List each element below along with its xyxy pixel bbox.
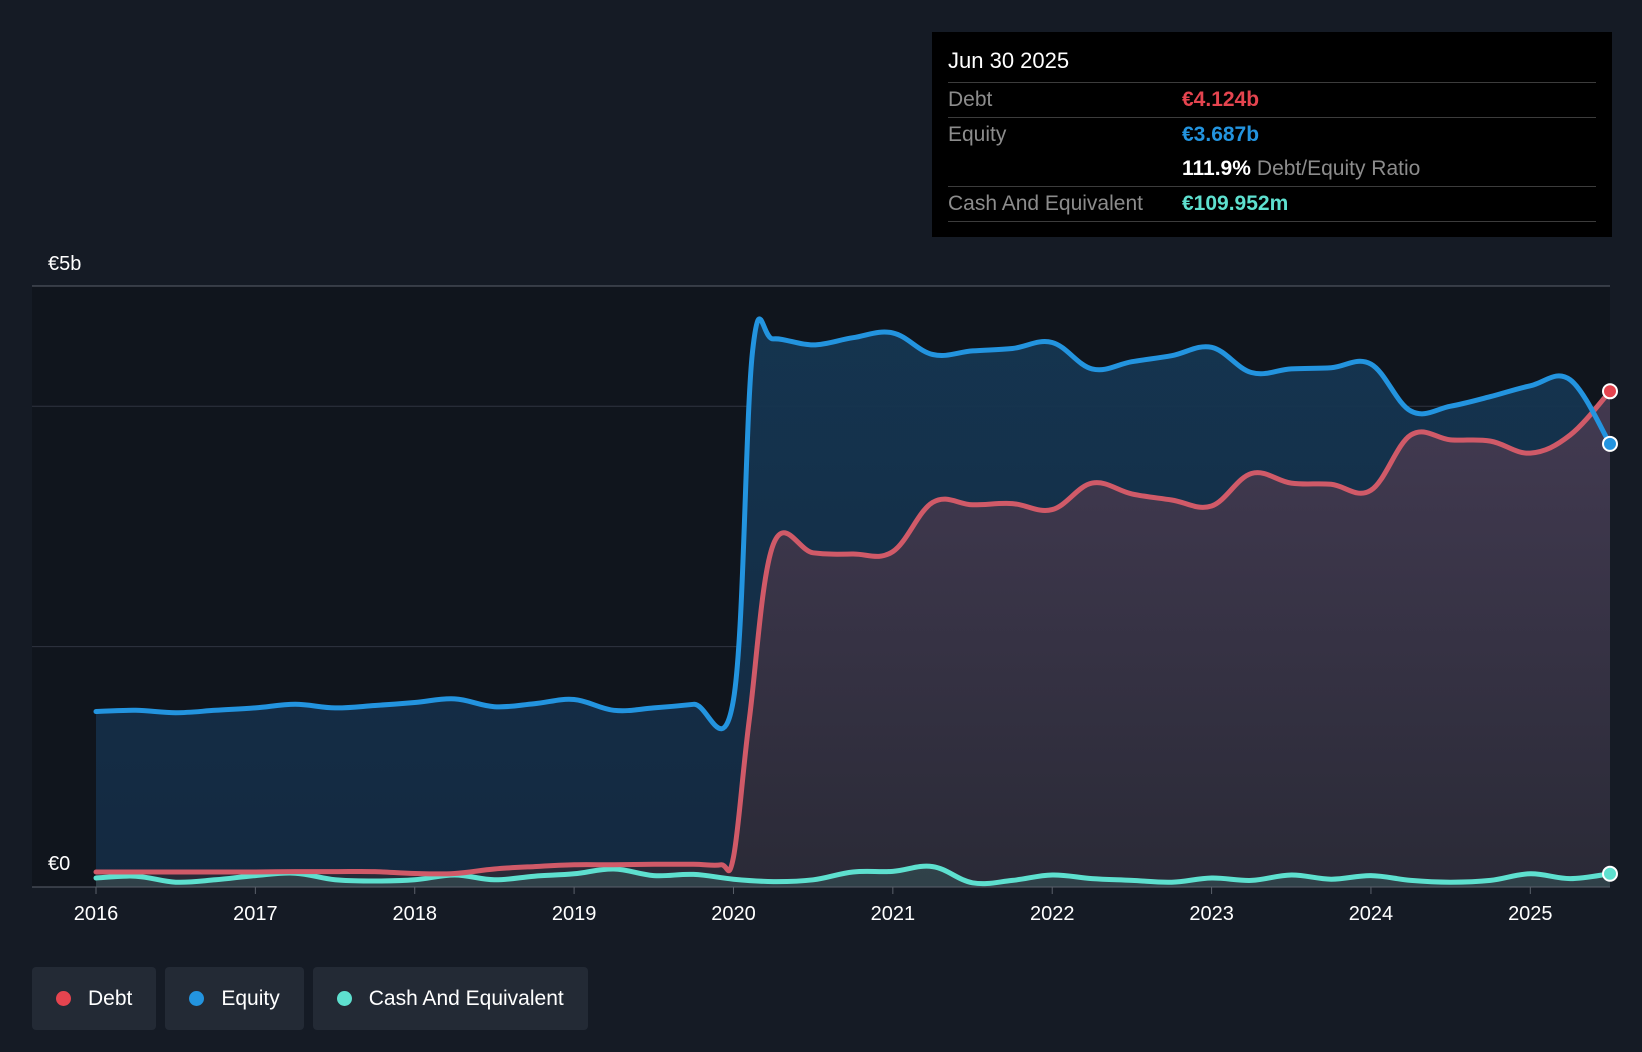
tooltip-ratio-label: Debt/Equity Ratio (1256, 157, 1421, 180)
equity-line (93, 316, 1613, 732)
x-tick-label: 2019 (552, 903, 597, 925)
tooltip-cash-row: Cash And Equivalent €109.952m (948, 187, 1596, 222)
legend-equity-label: Equity (221, 986, 280, 1010)
tooltip-ratio-row: 111.9% Debt/Equity Ratio (948, 152, 1596, 187)
tooltip-equity-label: Equity (948, 123, 1007, 146)
y-axis-min-label: €0 (48, 853, 70, 875)
x-tick-label: 2018 (392, 903, 437, 925)
debt-area (96, 391, 1610, 887)
legend-cash-label: Cash And Equivalent (368, 986, 564, 1010)
debt-line (93, 388, 1613, 877)
tooltip-ratio: 111.9% Debt/Equity Ratio (1182, 152, 1420, 186)
series-lines (93, 316, 1613, 887)
x-tick-label: 2021 (871, 903, 916, 925)
x-tick-label: 2016 (74, 903, 119, 925)
x-axis: 2016 2017 2018 2019 2020 2021 2022 2023 2024 2025 (32, 886, 1610, 925)
tooltip-cash-label: Cash And Equivalent (948, 192, 1143, 215)
tooltip-debt-row: Debt €4.124b (948, 83, 1596, 118)
x-tick-label: 2017 (233, 903, 278, 925)
x-tick-label: 2022 (1030, 903, 1075, 925)
y-axis-max-label: €5b (48, 253, 81, 275)
tooltip-equity-value: €3.687b (1182, 123, 1260, 146)
x-tick-label: 2020 (711, 903, 756, 925)
cash-dot-icon (336, 991, 352, 1006)
equity-dot-icon (189, 991, 205, 1006)
tooltip-ratio-value: 111.9% (1182, 157, 1251, 180)
tooltip-cash-value: €109.952m (1182, 192, 1289, 215)
legend-item-equity[interactable]: Equity (165, 967, 304, 1030)
x-tick-label: 2025 (1508, 903, 1553, 925)
debt-end-marker[interactable] (1602, 383, 1618, 400)
tooltip-debt-value: €4.124b (1182, 88, 1260, 111)
cash-and-equivalent-end-marker[interactable] (1602, 865, 1618, 882)
tooltip-equity-row: Equity €3.687b (948, 118, 1596, 152)
tooltip-date: Jun 30 2025 (948, 46, 1596, 83)
debt-dot-icon (56, 991, 71, 1006)
legend-debt-label: Debt (88, 986, 133, 1010)
cash-and-equivalent-line (93, 863, 1613, 887)
x-tick-label: 2023 (1189, 903, 1234, 925)
equity-end-marker[interactable] (1602, 435, 1618, 452)
x-tick-label: 2024 (1349, 903, 1394, 925)
tooltip: Jun 30 2025 Debt €4.124b Equity €3.687b … (932, 32, 1612, 237)
legend-item-cash[interactable]: Cash And Equivalent (312, 967, 588, 1030)
legend-item-debt[interactable]: Debt (32, 967, 157, 1030)
legend: Debt Equity Cash And Equivalent (32, 967, 588, 1030)
tooltip-debt-label: Debt (948, 88, 993, 111)
end-markers (1602, 383, 1618, 882)
